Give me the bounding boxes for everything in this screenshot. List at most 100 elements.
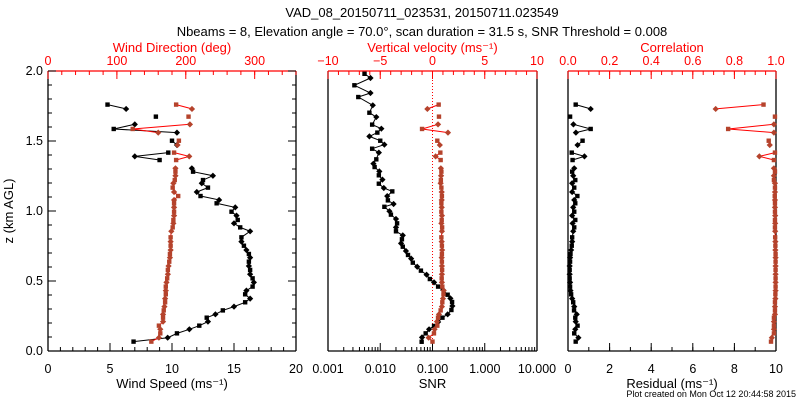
data-point (573, 201, 578, 206)
data-point (163, 284, 168, 289)
data-point (155, 129, 162, 136)
top-tick-label: 0.0 (559, 54, 576, 68)
data-point (580, 138, 585, 143)
data-point (438, 308, 443, 313)
data-point (238, 238, 245, 245)
data-point (174, 331, 180, 336)
bottom-tick-label: 15 (227, 362, 241, 376)
data-point (441, 292, 446, 297)
data-point (439, 251, 445, 257)
data-point (170, 204, 178, 211)
top-tick-label: −10 (317, 54, 338, 68)
data-point (567, 114, 573, 119)
data-point (438, 279, 446, 286)
data-point (418, 334, 426, 341)
data-point (111, 126, 116, 132)
data-point (400, 244, 405, 249)
bottom-axis-title: Wind Speed (ms⁻¹) (116, 376, 228, 391)
data-point (772, 262, 779, 270)
top-tick-label: 5 (481, 54, 488, 68)
data-point (376, 168, 383, 175)
series-line-segment (134, 152, 169, 161)
data-point (214, 201, 219, 206)
data-point (773, 292, 778, 297)
data-point (390, 189, 395, 194)
data-point (431, 323, 437, 329)
data-point (571, 303, 578, 310)
data-point (444, 129, 452, 136)
data-point (572, 225, 577, 230)
data-point (573, 217, 578, 223)
data-point (436, 114, 442, 119)
data-point (367, 110, 372, 115)
data-point (171, 150, 177, 155)
data-point (414, 263, 421, 270)
data-point (250, 276, 255, 281)
data-point (186, 153, 193, 160)
data-point (439, 235, 444, 240)
data-point (438, 150, 443, 155)
data-point (374, 157, 379, 162)
data-point (572, 185, 577, 190)
data-point (247, 267, 253, 273)
data-point (772, 300, 778, 305)
data-point (164, 334, 171, 341)
data-point (167, 251, 173, 257)
data-point (439, 243, 445, 248)
data-point (430, 339, 435, 344)
data-point (174, 141, 181, 149)
data-point (568, 292, 574, 297)
bottom-tick-label: 0 (565, 362, 572, 376)
data-point (382, 204, 387, 209)
data-point (572, 129, 580, 136)
bottom-tick-label: 20 (289, 362, 303, 376)
plot-created-footer: Plot created on Mon Oct 12 20:44:58 2015 (626, 389, 796, 399)
data-point (712, 105, 719, 113)
data-point (449, 307, 454, 313)
data-point (238, 225, 243, 230)
data-point (399, 237, 405, 242)
y-tick-label: 2.0 (26, 64, 43, 78)
data-point (433, 318, 441, 325)
data-point (772, 150, 778, 155)
data-point (772, 279, 779, 286)
top-tick-label: 0 (429, 54, 436, 68)
data-point (771, 315, 777, 320)
data-point (568, 251, 573, 257)
data-point (172, 177, 177, 183)
data-point (170, 185, 175, 190)
data-point (130, 126, 135, 132)
data-point (352, 83, 357, 88)
data-point (241, 243, 247, 248)
bottom-tick-label: 0.010 (365, 362, 396, 376)
data-point (388, 212, 394, 217)
data-point (439, 259, 445, 264)
data-point (425, 334, 432, 341)
data-point (162, 300, 168, 305)
data-point (123, 105, 130, 113)
data-point (168, 243, 173, 248)
bottom-axis-title: SNR (419, 376, 446, 391)
data-point (173, 169, 178, 174)
data-point (172, 172, 179, 179)
data-point (772, 235, 778, 240)
panel-wind: 0 5 10 15 20 Wind Speed (ms⁻¹) 0 100 200 300 Wind … (26, 40, 303, 391)
data-point (198, 193, 203, 199)
data-point (419, 126, 425, 132)
data-point (772, 201, 778, 206)
data-point (233, 212, 240, 219)
data-point (438, 271, 446, 278)
bottom-tick-label: 0.100 (417, 362, 448, 376)
data-point (204, 315, 209, 320)
data-point (170, 196, 178, 204)
data-point (435, 315, 441, 320)
data-point (439, 295, 447, 302)
y-tick-label: 0.0 (26, 344, 43, 358)
data-point (773, 276, 778, 281)
data-point (186, 114, 191, 119)
data-point (173, 102, 179, 107)
data-point (449, 302, 456, 310)
data-point (771, 157, 777, 163)
data-point (390, 200, 397, 208)
